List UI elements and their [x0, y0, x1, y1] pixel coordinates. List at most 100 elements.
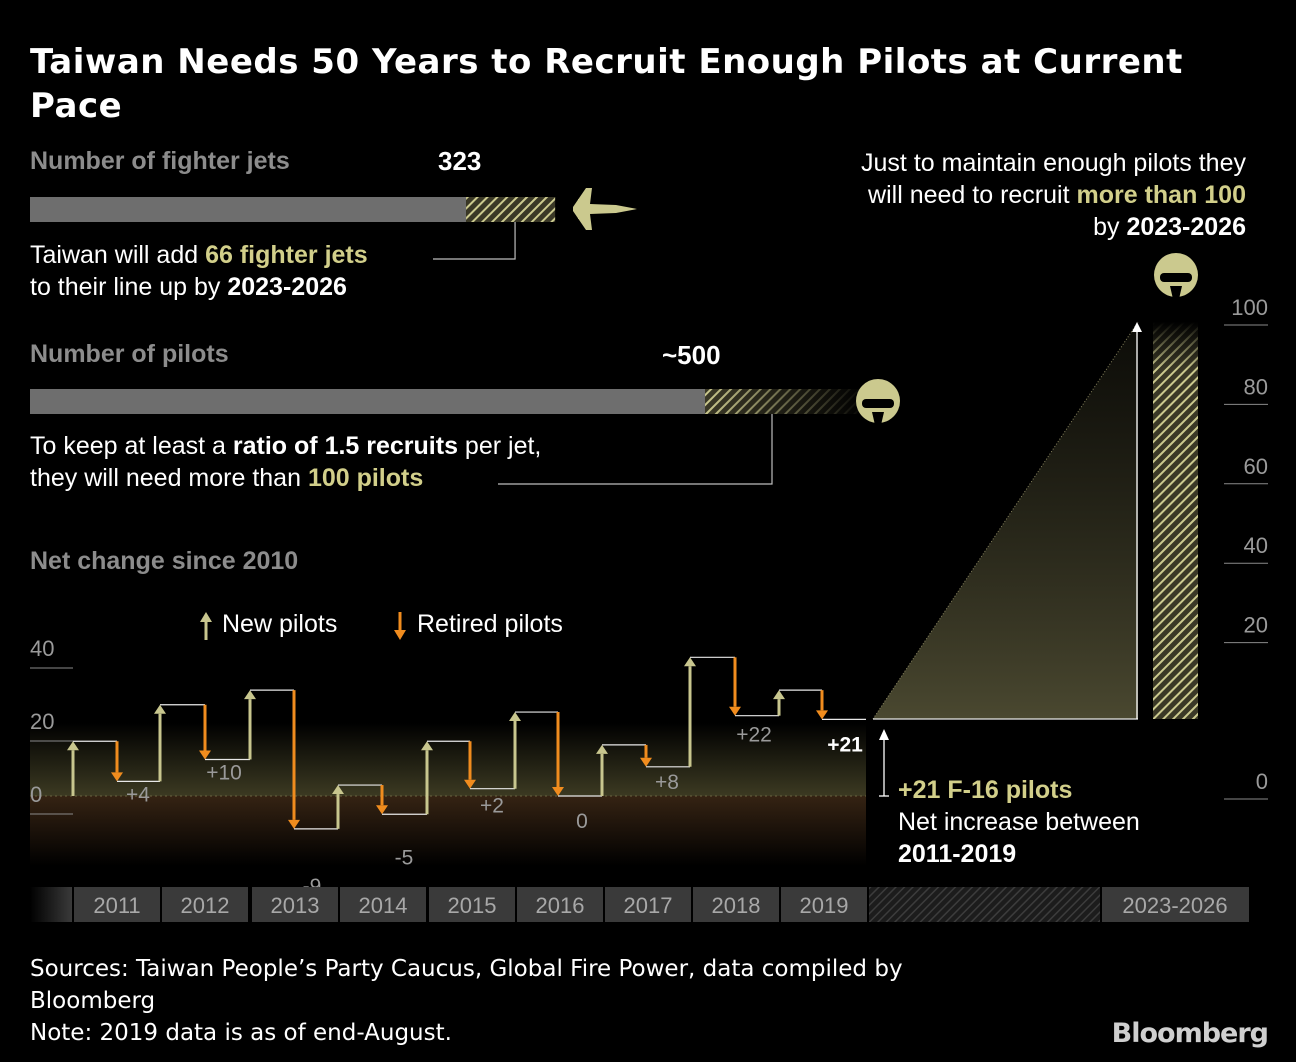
- pilots-leader-line: [498, 414, 773, 485]
- y-tick-label: 0: [30, 782, 42, 807]
- net-change-label: +21: [827, 733, 863, 756]
- f16-line2: 2011-2019: [898, 840, 1017, 868]
- jets-note-highlight: 66 fighter jets: [205, 241, 368, 269]
- net-change-label: -5: [395, 846, 414, 869]
- x-axis-year-label: 2015: [448, 893, 497, 918]
- new-pilots-arrow-head: [332, 785, 344, 795]
- net-change-label: +4: [126, 783, 150, 806]
- jets-note-mid: to their line up by: [30, 273, 228, 301]
- new-pilots-arrow: [154, 704, 166, 782]
- net-change-label: +2: [480, 795, 504, 818]
- x-axis-cell: [340, 887, 426, 922]
- pilot-helmet-icon: [1154, 253, 1198, 299]
- legend-retired-arrow: [394, 612, 406, 640]
- f16-note: +21 F-16 pilots Net increase between 201…: [898, 774, 1140, 870]
- x-axis-lead: [30, 887, 72, 922]
- x-axis-cell: [693, 887, 779, 922]
- x-axis-year-label: 2016: [536, 893, 585, 918]
- new-pilots-arrow-head: [509, 712, 521, 722]
- new-pilots-arrow: [684, 657, 696, 767]
- right-note-line2-pre: will need to recruit: [868, 181, 1077, 209]
- x-axis-cell: [605, 887, 691, 922]
- net-change-label: 0: [576, 810, 588, 833]
- legend-new-label: New pilots: [222, 610, 338, 638]
- new-pilots-arrow: [332, 785, 344, 829]
- net-change-label: +8: [655, 771, 679, 794]
- f16-line1: Net increase between: [898, 808, 1140, 836]
- pilots-current-bar: [30, 389, 705, 414]
- x-axis-year-label: 2023-2026: [1122, 893, 1227, 918]
- x-axis-year-label: 2017: [624, 893, 673, 918]
- f16-bracket: [879, 729, 889, 797]
- x-axis-gap: [869, 887, 1100, 922]
- right-note-line3-pre: by: [1093, 213, 1127, 241]
- y-tick-label: 40: [30, 636, 54, 661]
- retired-pilots-arrow: [111, 741, 123, 782]
- new-pilots-arrow: [421, 741, 433, 815]
- right-note-line2-highlight: more than 100: [1076, 181, 1246, 209]
- x-axis-cell: [781, 887, 867, 922]
- retired-pilots-arrow: [464, 741, 476, 789]
- jets-current-bar: [30, 197, 467, 222]
- retired-pilots-arrow-head: [552, 787, 564, 796]
- f16-headline: +21 F-16 pilots: [898, 776, 1073, 804]
- x-axis-cell: [1102, 887, 1249, 922]
- right-note: Just to maintain enough pilots they will…: [861, 147, 1246, 243]
- bloomberg-logo: Bloomberg: [1111, 1018, 1269, 1049]
- retired-pilots-arrow: [288, 690, 300, 829]
- jets-note: Taiwan will add 66 fighter jets to their…: [30, 239, 368, 303]
- negative-band: [30, 796, 866, 866]
- jets-leader-line: [433, 222, 516, 260]
- x-axis-year-label: 2012: [181, 893, 230, 918]
- jets-label: Number of fighter jets: [30, 147, 290, 175]
- chart-title: Taiwan Needs 50 Years to Recruit Enough …: [30, 42, 1183, 126]
- x-axis-cell: [429, 887, 515, 922]
- net-change-label: +22: [736, 724, 772, 747]
- retired-pilots-arrow: [816, 690, 828, 720]
- pilots-note-post: per jet,: [457, 432, 542, 460]
- retired-pilots-arrow-head: [199, 750, 211, 760]
- new-pilots-arrow: [773, 690, 785, 716]
- retired-pilots-arrow-head: [816, 710, 828, 720]
- x-axis-year-label: 2014: [359, 893, 408, 918]
- right-note-line3-bold: 2023-2026: [1126, 213, 1246, 241]
- projection-layer: 0 20 40 60 80 100: [872, 295, 1268, 800]
- net-change-label: Net change since 2010: [30, 547, 299, 575]
- x-axis-year-label: 2011: [93, 893, 140, 918]
- pilots-note2-highlight: 100 pilots: [307, 464, 424, 492]
- new-pilots-arrow-head: [244, 690, 256, 700]
- projection-y-tick-label: 60: [1244, 454, 1268, 479]
- note-text: Note: 2019 data is as of end-August.: [30, 1020, 452, 1046]
- sources-text: Sources: Taiwan People’s Party Caucus, G…: [30, 956, 903, 1014]
- new-pilots-arrow: [509, 712, 521, 789]
- retired-pilots-arrow: [199, 704, 211, 760]
- legend-retired-label: Retired pilots: [417, 610, 563, 638]
- pilots-note-bold: ratio of 1.5 recruits: [232, 432, 458, 460]
- jets-value-label: 323: [438, 146, 482, 176]
- retired-pilots-arrow-head: [376, 805, 388, 815]
- retired-pilots-arrow-head: [111, 772, 123, 782]
- pilots-needed-fade: [705, 389, 867, 414]
- new-pilots-arrow-head: [773, 690, 785, 700]
- x-axis-year-label: 2013: [271, 893, 320, 918]
- x-axis-cell: [517, 887, 603, 922]
- projection-height-arrowhead: [1132, 322, 1142, 332]
- projection-y-tick-label: 40: [1244, 533, 1268, 558]
- new-pilots-arrow-head: [421, 741, 433, 751]
- x-axis: 2011 2012 2013 2014 2015 2016 2017 2018 2019 2023…: [30, 887, 1249, 922]
- projection-y-tick-label: 20: [1244, 613, 1268, 638]
- jets-added-bar: [466, 197, 556, 222]
- jets-gauge: [30, 188, 637, 260]
- jets-note-bold: 2023-2026: [227, 273, 347, 301]
- fighter-jet-icon: [573, 188, 637, 230]
- legend-new-arrow: [200, 612, 212, 640]
- retired-pilots-arrow-head: [464, 779, 476, 789]
- retired-pilots-arrow: [376, 785, 388, 815]
- retired-pilots-arrow-head: [640, 757, 652, 767]
- projection-y-tick-label: 100: [1231, 295, 1268, 320]
- x-axis-cell: [252, 887, 338, 922]
- new-pilots-arrow: [67, 741, 79, 796]
- sources-note: Sources: Taiwan People’s Party Caucus, G…: [30, 953, 1030, 1049]
- new-pilots-arrow-head: [154, 704, 166, 714]
